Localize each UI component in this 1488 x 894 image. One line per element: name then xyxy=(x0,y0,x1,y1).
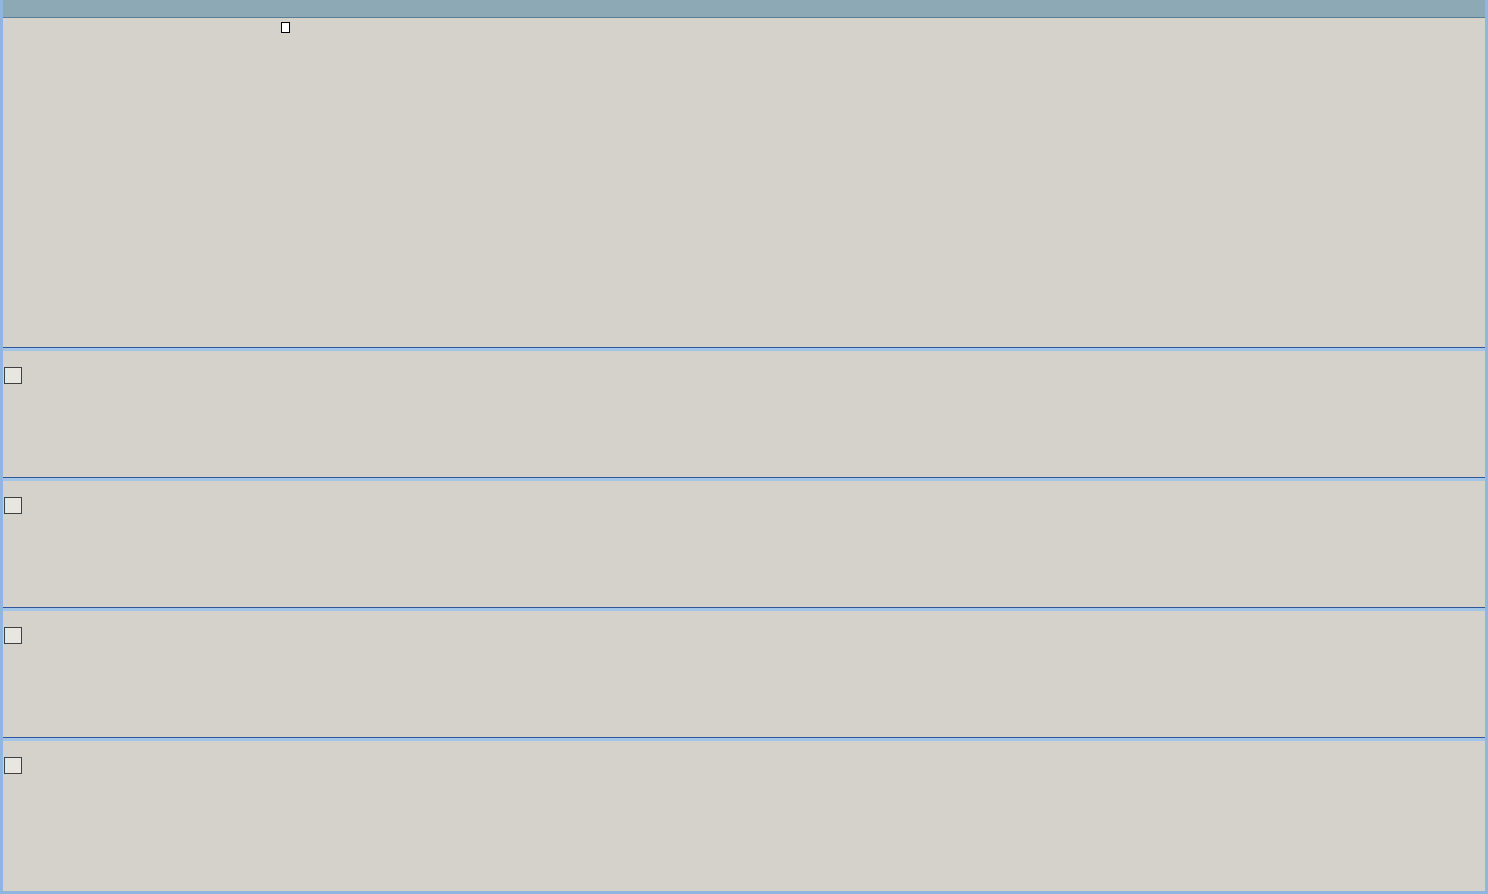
title-bar xyxy=(0,0,1488,18)
ma100-swatch xyxy=(160,25,173,27)
kline-icon xyxy=(280,21,290,33)
rsi-legend xyxy=(70,612,145,634)
price-chart[interactable] xyxy=(0,18,1488,347)
panel-splitter-3[interactable] xyxy=(0,607,1488,611)
obv-ma-legend xyxy=(109,742,127,756)
macd-signal-down-legend xyxy=(260,19,263,33)
obv-swatch xyxy=(70,748,83,750)
ma50-legend xyxy=(121,19,139,33)
rsi12-legend xyxy=(109,612,127,626)
macd-swatch xyxy=(141,488,154,490)
rsi6-legend xyxy=(70,612,88,626)
macd-signal-up-legend xyxy=(239,19,242,33)
obv-ma-swatch xyxy=(109,748,122,750)
obv-panel xyxy=(0,741,1488,894)
volume-dropdown-button[interactable] xyxy=(4,367,22,384)
obv-chart[interactable] xyxy=(0,741,1488,894)
rsi-panel xyxy=(0,611,1488,737)
main-legend xyxy=(14,19,312,41)
rsi-dropdown-button[interactable] xyxy=(4,627,22,644)
ma100-legend xyxy=(160,19,178,33)
ma20-legend xyxy=(81,19,99,33)
macd-line-legend xyxy=(141,482,159,496)
kline-legend xyxy=(280,19,294,33)
volume-chart[interactable] xyxy=(0,351,1488,477)
macd-legend xyxy=(84,482,177,504)
rsi6-swatch xyxy=(70,618,83,620)
volume-swatch xyxy=(68,355,77,364)
ma250-legend xyxy=(199,19,217,33)
rsi-chart[interactable] xyxy=(0,611,1488,737)
panel-splitter-2[interactable] xyxy=(0,477,1488,481)
obv-dropdown-button[interactable] xyxy=(4,757,22,774)
obv-legend xyxy=(70,742,145,764)
macd-chart[interactable] xyxy=(0,481,1488,607)
rsi12-swatch xyxy=(109,618,122,620)
obv-line-legend xyxy=(70,742,88,756)
ma10-legend xyxy=(42,19,60,33)
ma250-swatch xyxy=(199,25,212,27)
volume-legend xyxy=(68,352,82,374)
volume-panel xyxy=(0,351,1488,477)
macd-panel xyxy=(0,481,1488,607)
panel-splitter-1[interactable] xyxy=(0,347,1488,351)
dif-swatch xyxy=(102,488,115,490)
macd-dropdown-button[interactable] xyxy=(4,497,22,514)
ma50-swatch xyxy=(121,25,134,27)
panel-splitter-4[interactable] xyxy=(0,737,1488,741)
dif-legend xyxy=(102,482,120,496)
ma10-swatch xyxy=(42,25,55,27)
ma20-swatch xyxy=(81,25,94,27)
main-chart-panel xyxy=(0,18,1488,347)
